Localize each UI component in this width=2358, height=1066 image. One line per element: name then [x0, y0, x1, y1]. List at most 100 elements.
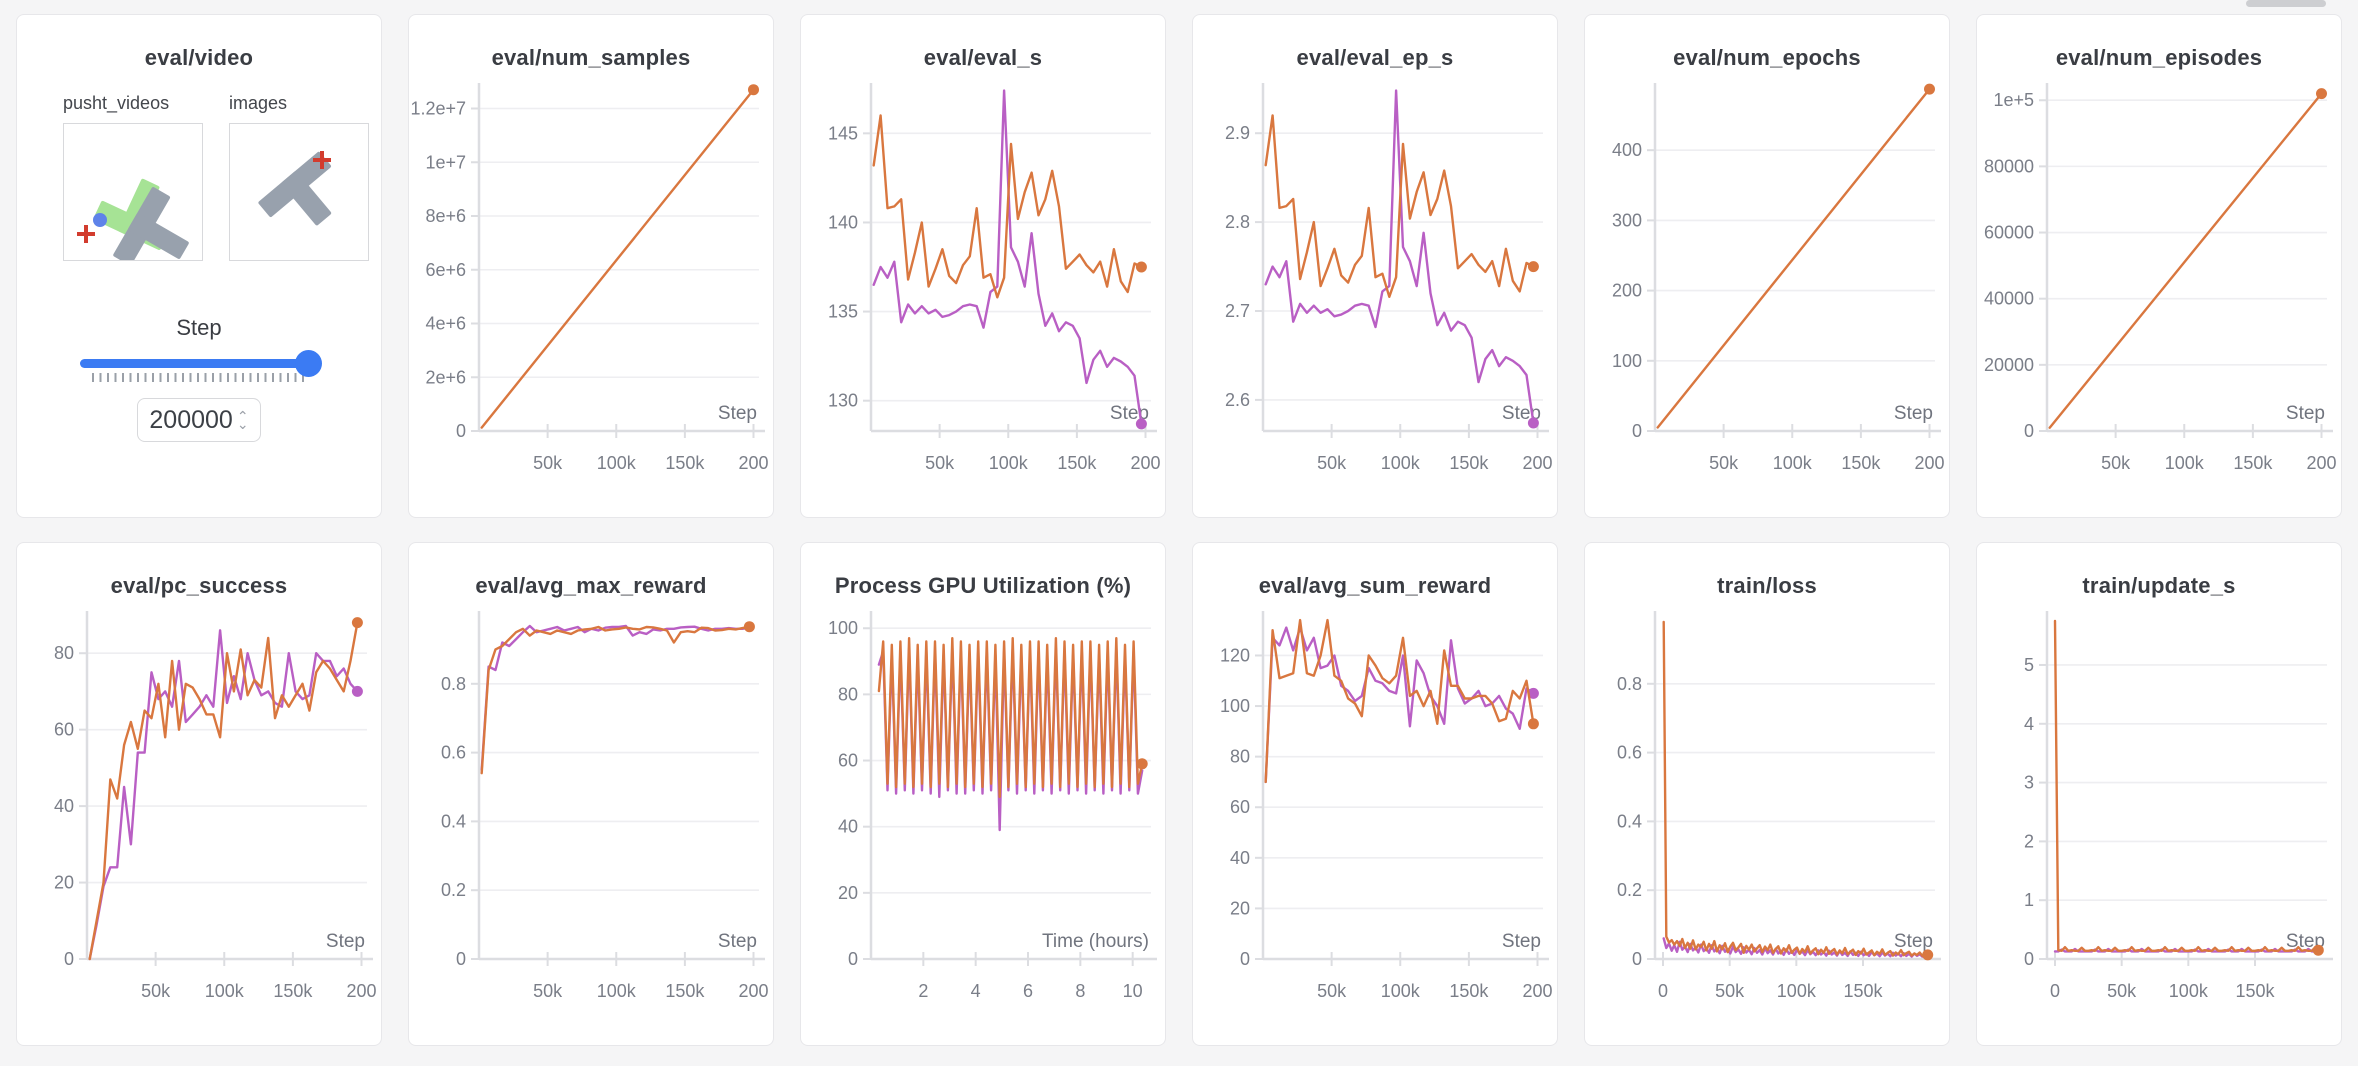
svg-text:6: 6 [1023, 981, 1033, 1001]
increment-icon[interactable]: ⌃ [236, 408, 249, 424]
step-slider-label: Step [176, 315, 222, 340]
svg-text:0: 0 [2024, 949, 2034, 969]
svg-text:0.6: 0.6 [1617, 743, 1642, 763]
slider-thumb[interactable] [295, 350, 322, 377]
svg-text:50k: 50k [1317, 453, 1347, 473]
svg-text:80: 80 [1230, 747, 1250, 767]
svg-text:4: 4 [971, 981, 981, 1001]
svg-text:60: 60 [54, 720, 74, 740]
panel-process-gpu-utilization: Process GPU Utilization (%) 0 20 40 60 80 100… [800, 542, 1166, 1046]
chart-title: eval/eval_s [923, 45, 1043, 70]
decrement-icon[interactable]: ⌄ [236, 416, 249, 432]
svg-text:1: 1 [2024, 890, 2034, 910]
svg-text:300: 300 [1612, 210, 1642, 230]
agent-dot [93, 213, 107, 227]
media-images: images [229, 93, 369, 261]
svg-text:2.7: 2.7 [1225, 301, 1250, 321]
svg-text:20: 20 [838, 883, 858, 903]
svg-text:0.8: 0.8 [441, 674, 466, 694]
chart-canvas[interactable]: 0 0.2 0.4 0.6 0.8 0 50k 100k 150k Step [1585, 605, 1949, 1025]
svg-text:100k: 100k [989, 453, 1029, 473]
chart-title: eval/avg_max_reward [475, 573, 707, 598]
svg-text:100k: 100k [2165, 453, 2205, 473]
step-value[interactable]: 200000 [149, 405, 233, 434]
svg-text:140: 140 [828, 212, 858, 232]
chart-canvas[interactable]: 0 20 40 60 80 100 120 50k 100k 150k 200 Step [1193, 605, 1557, 1025]
step-slider[interactable] [80, 350, 322, 382]
svg-text:400: 400 [1612, 140, 1642, 160]
svg-text:100k: 100k [1773, 453, 1813, 473]
svg-text:130: 130 [828, 391, 858, 411]
panel-eval-num-episodes: eval/num_episodes 0 20000 40000 60000 80000 1… [1976, 14, 2342, 518]
images-thumbnail[interactable] [229, 123, 369, 261]
pusht-video-thumbnail[interactable] [63, 123, 203, 266]
svg-text:20: 20 [1230, 898, 1250, 918]
chart-canvas[interactable]: 0 2e+6 4e+6 6e+6 8e+6 1e+7 1.2e+7 50k 100k 150k 20… [409, 77, 773, 497]
svg-text:5: 5 [2024, 655, 2034, 675]
svg-text:50k: 50k [2107, 981, 2137, 1001]
panel-eval-num-epochs: eval/num_epochs 0 100 200 300 400 50k 100k 150k… [1584, 14, 1950, 518]
svg-text:50k: 50k [141, 981, 171, 1001]
pusht-scene-image [77, 178, 189, 266]
panel-eval-eval-ep-s: eval/eval_ep_s 2.6 2.7 2.8 2.9 50k 100k 150k 20… [1192, 14, 1558, 518]
svg-text:0.4: 0.4 [441, 811, 466, 831]
svg-text:40: 40 [54, 796, 74, 816]
step-input[interactable]: 200000 ⌃ ⌄ [137, 398, 261, 442]
chart-title: eval/avg_sum_reward [1258, 573, 1492, 598]
svg-text:Step: Step [326, 931, 365, 952]
svg-text:200: 200 [738, 981, 768, 1001]
svg-text:100k: 100k [2169, 981, 2209, 1001]
slider-track[interactable] [80, 350, 322, 377]
svg-text:200: 200 [2306, 453, 2336, 473]
svg-text:40000: 40000 [1984, 289, 2034, 309]
svg-text:8: 8 [1075, 981, 1085, 1001]
chart-canvas[interactable]: 0 0.2 0.4 0.6 0.8 50k 100k 150k 200 Step [409, 605, 773, 1025]
svg-text:Step: Step [718, 931, 757, 952]
chart-canvas[interactable]: 0 20000 40000 60000 80000 1e+5 50k 100k 150k 200 S… [1977, 77, 2341, 497]
chart-canvas[interactable]: 0 20 40 60 80 100 2 4 6 8 10 Time (hours) [801, 605, 1165, 1025]
scrollbar-thumb[interactable] [2246, 0, 2326, 7]
svg-text:10: 10 [1123, 981, 1143, 1001]
svg-text:0.2: 0.2 [441, 880, 466, 900]
svg-text:150k: 150k [665, 981, 705, 1001]
svg-text:Step: Step [2286, 403, 2325, 424]
svg-text:8e+6: 8e+6 [425, 206, 466, 226]
svg-text:Time (hours): Time (hours) [1042, 931, 1149, 952]
svg-text:100k: 100k [597, 453, 637, 473]
svg-text:200: 200 [738, 453, 768, 473]
images-scene-image [258, 151, 332, 226]
svg-text:80: 80 [838, 684, 858, 704]
svg-text:150k: 150k [1449, 453, 1489, 473]
svg-text:0.6: 0.6 [441, 743, 466, 763]
media-label: images [229, 93, 288, 113]
svg-text:135: 135 [828, 302, 858, 322]
gray-t-shape [258, 151, 332, 226]
svg-text:150k: 150k [2235, 981, 2275, 1001]
svg-text:200: 200 [346, 981, 376, 1001]
stepper-arrows[interactable]: ⌃ ⌄ [236, 408, 249, 432]
svg-text:100k: 100k [1381, 453, 1421, 473]
chart-canvas[interactable]: 0 20 40 60 80 50k 100k 150k 200 Step [17, 605, 381, 1025]
panel-eval-num-samples: eval/num_samples 0 2e+6 4e+6 6e+6 8e+6 1e+7 1.… [408, 14, 774, 518]
chart-canvas[interactable]: 0 100 200 300 400 50k 100k 150k 200 Step [1585, 77, 1949, 497]
svg-text:0.2: 0.2 [1617, 880, 1642, 900]
svg-text:0: 0 [1240, 949, 1250, 969]
svg-text:6e+6: 6e+6 [425, 260, 466, 280]
chart-title: eval/num_samples [491, 45, 691, 70]
svg-text:150k: 150k [1843, 981, 1883, 1001]
panel-train-update-s: train/update_s 0 1 2 3 4 5 0 50k 100k 150k Step [1976, 542, 2342, 1046]
chart-title: eval/pc_success [110, 573, 288, 598]
svg-text:0: 0 [1632, 421, 1642, 441]
svg-text:0: 0 [848, 949, 858, 969]
slider-tick-ruler [92, 373, 304, 382]
chart-title: train/update_s [2082, 573, 2236, 598]
svg-text:2: 2 [2024, 831, 2034, 851]
svg-text:0.4: 0.4 [1617, 811, 1642, 831]
svg-text:50k: 50k [925, 453, 955, 473]
svg-text:60000: 60000 [1984, 223, 2034, 243]
svg-text:0: 0 [1658, 981, 1668, 1001]
